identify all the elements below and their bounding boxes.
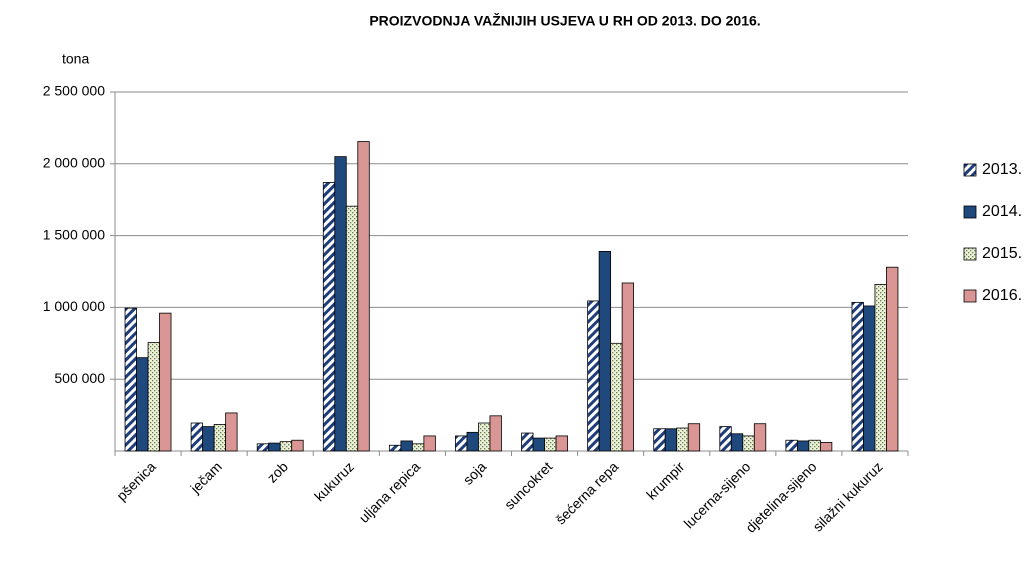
bar <box>555 435 568 452</box>
legend-swatch <box>963 289 977 303</box>
legend-swatch <box>963 247 977 261</box>
bar <box>279 441 293 452</box>
y-tick-label: 500 000 <box>54 370 105 386</box>
x-tick-label: šećerna repa <box>552 458 621 527</box>
bar <box>256 443 270 452</box>
bar <box>190 422 204 452</box>
legend-label: 2013. <box>982 161 1022 178</box>
legend-swatch <box>963 163 977 177</box>
bar <box>742 435 755 452</box>
x-tick-label: ječam <box>186 458 224 496</box>
x-tick-label: djetelina-sijeno <box>742 458 820 536</box>
bar <box>159 312 172 452</box>
bar <box>687 423 701 452</box>
bar <box>400 440 413 452</box>
bar <box>411 443 425 452</box>
bar <box>610 342 623 452</box>
bar <box>819 441 833 452</box>
bar <box>664 428 678 452</box>
x-tick-label: kukuruz <box>311 458 357 504</box>
x-tick-label: uljana repica <box>356 458 424 526</box>
x-tick-label: krumpir <box>643 458 688 503</box>
bar <box>345 205 359 452</box>
legend-swatch <box>963 205 977 219</box>
x-tick-label: pšenica <box>113 458 159 504</box>
y-axis-label: tona <box>62 51 89 67</box>
bar <box>532 437 545 452</box>
bar <box>785 439 798 452</box>
bar <box>621 282 635 452</box>
bar <box>213 424 227 452</box>
bar <box>124 307 137 452</box>
bar <box>863 305 876 452</box>
legend-label: 2016. <box>982 287 1022 304</box>
bar <box>730 433 744 452</box>
bar <box>357 141 370 452</box>
legend-label: 2015. <box>982 245 1022 262</box>
bar <box>489 415 502 452</box>
bar <box>136 357 149 452</box>
bar <box>874 284 887 452</box>
y-tick-label: 1 000 000 <box>43 298 105 314</box>
bar <box>268 442 281 452</box>
bar <box>291 439 304 452</box>
bar <box>334 156 347 452</box>
bar <box>322 182 336 452</box>
x-tick-label: soja <box>460 458 490 488</box>
bar <box>388 444 402 452</box>
bar <box>676 427 689 452</box>
bar <box>796 440 810 452</box>
bar <box>225 412 238 452</box>
bar <box>423 435 436 452</box>
y-tick-label: 2 000 000 <box>43 155 105 171</box>
bar <box>851 301 864 452</box>
chart-title: PROIZVODNJA VAŽNIJIH USJEVA U RH OD 2013… <box>369 12 760 29</box>
bar <box>544 437 557 452</box>
x-tick-label: lucerna-sijeno <box>681 458 754 531</box>
bar <box>466 431 479 452</box>
bar <box>521 432 534 452</box>
bar <box>753 423 767 452</box>
bar <box>653 428 666 452</box>
bar <box>587 300 600 452</box>
bar <box>202 426 215 452</box>
bar <box>886 266 899 452</box>
y-tick-label: 1 500 000 <box>43 226 105 242</box>
x-tick-label: zob <box>264 458 291 485</box>
bar <box>455 435 468 452</box>
x-tick-label: silažni kukuruz <box>809 458 885 534</box>
x-tick-label: suncokret <box>501 458 555 512</box>
bar <box>808 439 821 452</box>
bar <box>719 426 732 452</box>
y-tick-label: 2 500 000 <box>43 83 105 99</box>
bar <box>147 342 160 452</box>
legend-label: 2014. <box>982 203 1022 220</box>
bar <box>598 250 612 452</box>
bar <box>478 422 491 452</box>
